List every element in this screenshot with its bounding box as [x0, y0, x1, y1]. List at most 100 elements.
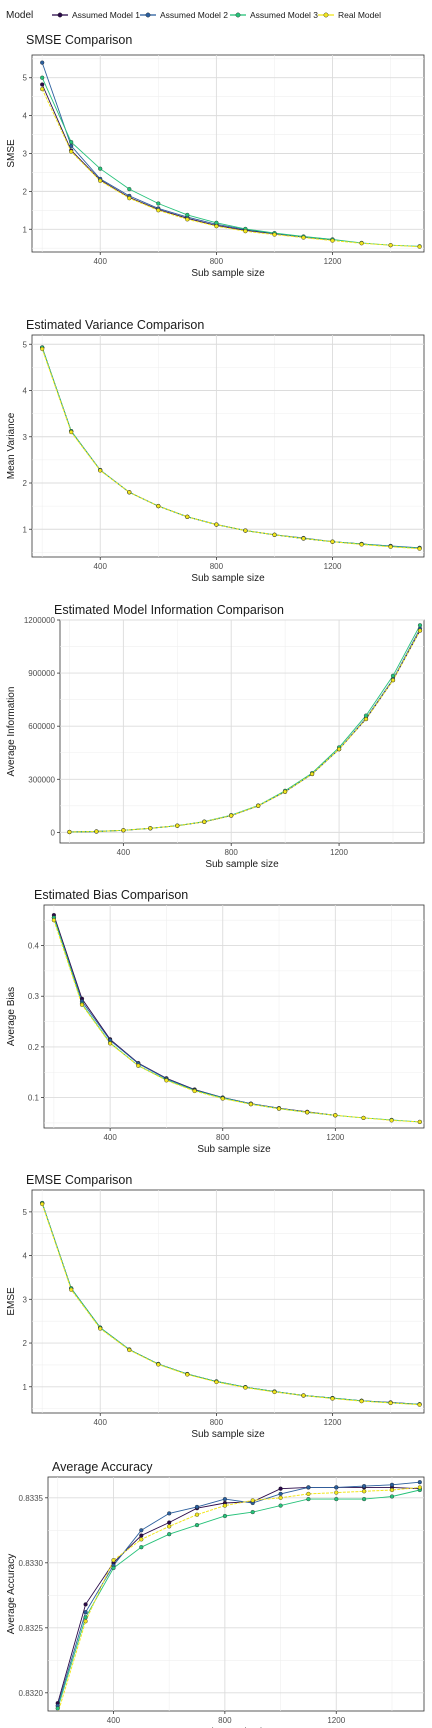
series-line-assumed-model-3: [41, 77, 420, 247]
chart-panel-smse-comparison: SMSE Comparison 400 800 1200 1 2 3 4 5 Sub sample…: [6, 33, 425, 279]
data-point-real-model: [67, 829, 72, 835]
data-point-assumed-model-3: [278, 1503, 283, 1508]
data-point-assumed-model-3: [306, 1497, 311, 1502]
data-point-real-model: [40, 346, 45, 351]
data-point-real-model: [127, 1347, 132, 1353]
y-tick-label: 4: [23, 1252, 28, 1261]
data-point-real-model: [94, 829, 99, 834]
data-point-real-model: [229, 813, 234, 818]
data-point-real-model: [243, 1385, 248, 1390]
chart-panel-estimated-model-information-comparison: Estimated Model Information Comparison 40…: [6, 603, 425, 870]
y-tick-label: 5: [23, 340, 28, 349]
data-point-real-model: [301, 1393, 306, 1398]
data-point-real-model: [83, 1619, 88, 1624]
y-tick-label: 1: [23, 1383, 28, 1392]
x-tick-label: 400: [103, 1133, 117, 1142]
y-tick-label: 2: [23, 1339, 28, 1348]
data-point-real-model: [220, 1096, 225, 1101]
y-tick-label: 0.8325: [19, 1624, 44, 1633]
data-point-real-model: [330, 539, 335, 544]
data-point-real-model: [301, 536, 306, 541]
data-point-real-model: [276, 1106, 282, 1111]
data-point-real-model: [156, 1362, 161, 1367]
legend-key-point: [323, 12, 329, 18]
data-point-real-model: [214, 224, 219, 229]
series-layer: [40, 60, 422, 249]
data-point-assumed-model-1: [167, 1520, 172, 1525]
x-tick-label: 400: [117, 848, 131, 857]
y-tick-label: 3: [23, 433, 28, 442]
series-line-assumed-model-2: [57, 1481, 420, 1706]
data-point-assumed-model-1: [83, 1602, 88, 1607]
data-point-real-model: [222, 1503, 227, 1508]
data-point-real-model: [79, 1002, 85, 1007]
series-line-real-model: [57, 1486, 420, 1711]
chart-title: Average Accuracy: [52, 1460, 153, 1474]
data-point-real-model: [333, 1113, 338, 1118]
data-point-real-model: [278, 1495, 283, 1500]
data-point-assumed-model-2: [194, 1504, 200, 1509]
x-tick-label: 1200: [326, 1133, 344, 1142]
data-point-real-model: [192, 1088, 197, 1094]
chart-panel-average-accuracy: Average Accuracy 400 800 1200 0.8320 0.8325 0.…: [6, 1460, 425, 1728]
data-point-assumed-model-2: [362, 1484, 367, 1489]
chart-panel-estimated-bias-comparison: Estimated Bias Comparison 400 800 1200 0.1 0.…: [6, 888, 425, 1155]
data-point-real-model: [389, 1118, 394, 1123]
data-point-real-model: [243, 528, 248, 533]
data-point-real-model: [359, 1399, 364, 1404]
y-axis-label: Mean Variance: [6, 412, 17, 479]
data-point-real-model: [250, 1498, 255, 1503]
x-axis-label: Sub sample size: [197, 1144, 271, 1155]
data-point-real-model: [214, 1379, 219, 1385]
data-point-real-model: [40, 1201, 45, 1207]
data-point-assumed-model-3: [334, 1497, 339, 1502]
data-point-real-model: [359, 241, 364, 246]
series-line-assumed-model-1: [57, 1486, 420, 1704]
data-point-real-model: [417, 546, 422, 551]
series-line-real-model: [41, 348, 420, 550]
x-tick-label: 1200: [330, 848, 348, 857]
data-point-real-model: [164, 1078, 169, 1083]
y-tick-label: 0.8330: [19, 1559, 44, 1568]
data-point-real-model: [389, 1487, 395, 1493]
data-point-real-model: [283, 789, 288, 794]
data-point-real-model: [156, 208, 161, 213]
data-point-real-model: [127, 196, 132, 201]
chart-title: EMSE Comparison: [26, 1173, 132, 1187]
y-axis-label: EMSE: [6, 1287, 17, 1316]
y-tick-label: 1200000: [24, 616, 56, 625]
chart-title: Estimated Bias Comparison: [34, 888, 188, 902]
legend-key-point: [235, 12, 241, 18]
y-tick-label: 2: [23, 479, 28, 488]
data-point-assumed-model-1: [40, 82, 45, 87]
data-point-real-model: [185, 514, 190, 519]
legend-label: Real Model: [338, 10, 381, 20]
data-point-real-model: [301, 235, 306, 240]
data-point-real-model: [417, 628, 423, 633]
y-tick-label: 1: [23, 225, 28, 234]
data-point-assumed-model-2: [389, 1482, 395, 1487]
data-point-assumed-model-2: [278, 1491, 283, 1496]
data-point-assumed-model-2: [222, 1497, 227, 1502]
legend-key-point: [145, 12, 151, 18]
plot-panel: [59, 619, 425, 844]
data-point-real-model: [417, 244, 422, 249]
data-point-assumed-model-2: [306, 1485, 311, 1490]
data-point-real-model: [388, 243, 393, 248]
data-point-real-model: [359, 542, 364, 547]
chart-panels: SMSE Comparison 400 800 1200 1 2 3 4 5 Sub sample…: [6, 33, 425, 1728]
y-tick-label: 2: [23, 187, 28, 196]
data-point-assumed-model-3: [222, 1513, 227, 1519]
legend-title: Model: [6, 10, 33, 21]
y-axis-label: Average Accuracy: [6, 1554, 17, 1634]
data-point-assumed-model-3: [127, 187, 132, 192]
data-point-real-model: [108, 1041, 113, 1046]
data-point-real-model: [148, 826, 153, 831]
series-layer: [55, 1480, 422, 1711]
x-tick-label: 1200: [327, 1716, 345, 1725]
x-tick-label: 800: [225, 848, 239, 857]
y-tick-label: 0.8320: [19, 1689, 44, 1698]
data-point-assumed-model-1: [278, 1486, 283, 1491]
y-tick-label: 0: [51, 828, 56, 837]
